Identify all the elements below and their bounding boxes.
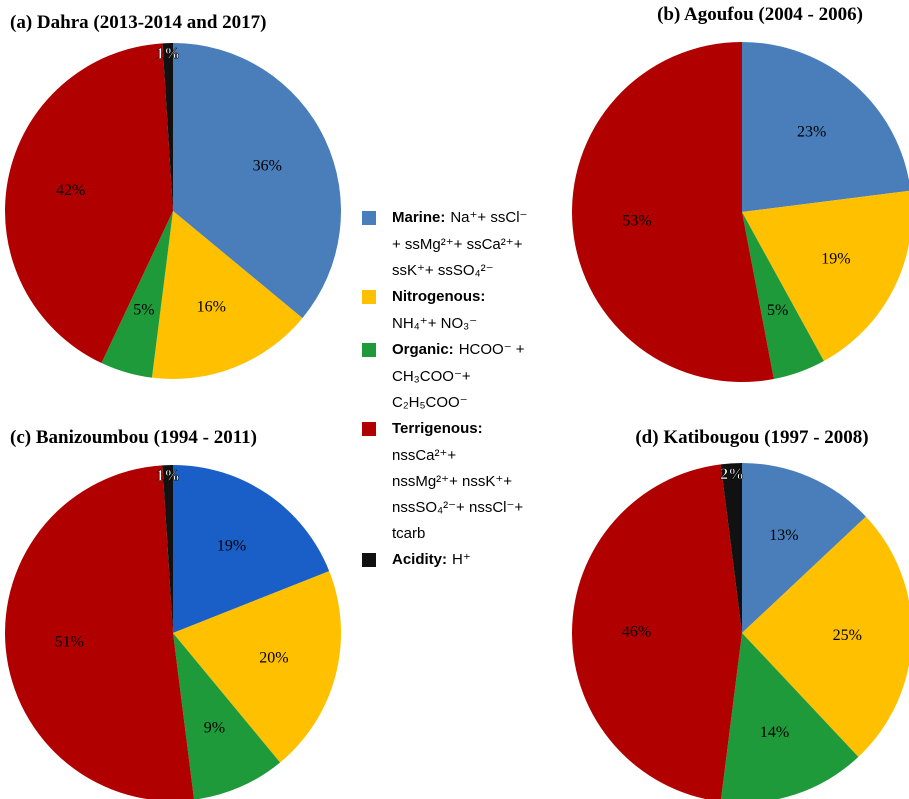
- data-label: 5%: [767, 302, 788, 319]
- pie-slice: [173, 43, 341, 319]
- legend-name: Terrigenous:: [392, 420, 483, 437]
- pie-slice: [742, 190, 909, 361]
- legend-line: C₂H₅COO⁻: [392, 394, 468, 411]
- pie-slice: [742, 212, 824, 379]
- legend-text: Na⁺+ ssCl⁻: [450, 209, 527, 226]
- data-label: 16%: [197, 299, 226, 316]
- data-label: 42%: [56, 182, 85, 199]
- pie-slice: [173, 571, 341, 763]
- data-label: 9%: [204, 719, 225, 736]
- legend-name: Nitrogenous:: [392, 288, 485, 305]
- pie-slice: [742, 516, 909, 757]
- legend-line: CH₃COO⁻+: [392, 368, 471, 385]
- pie-slice: [742, 42, 909, 212]
- pie-slice: [151, 211, 303, 379]
- data-label: 53%: [622, 213, 651, 230]
- legend-swatch: [362, 211, 376, 225]
- data-label: 51%: [55, 633, 84, 650]
- legend-line: nssSO₄²⁻+ nssCl⁻+: [392, 499, 523, 516]
- data-label: 1%: [156, 46, 180, 63]
- data-label: 23%: [797, 124, 826, 141]
- legend-name: Organic:: [392, 341, 454, 358]
- pie-slice: [572, 464, 742, 799]
- legend-entry: Marine: Na⁺+ ssCl⁻: [392, 209, 527, 226]
- legend-swatch: [362, 290, 376, 304]
- data-label: 46%: [622, 624, 651, 641]
- data-label: 25%: [833, 627, 862, 644]
- data-label: 19%: [821, 251, 850, 268]
- legend-text: H⁺: [452, 551, 471, 568]
- pie-slice: [162, 43, 173, 211]
- legend-text: HCOO⁻ +: [459, 341, 525, 358]
- legend-line: + ssMg²⁺+ ssCa²⁺+: [392, 236, 523, 253]
- data-label: 36%: [253, 157, 282, 174]
- pie-slice: [173, 465, 330, 633]
- legend-name: Marine:: [392, 209, 445, 226]
- pie-slice: [5, 465, 194, 799]
- pie-slice: [721, 633, 859, 799]
- legend-line: ssK⁺+ ssSO₄²⁻: [392, 262, 494, 279]
- chart-title: (c) Banizoumbou (1994 - 2011): [10, 427, 257, 448]
- data-label: 1%: [156, 468, 180, 485]
- legend-entry: Organic: HCOO⁻ +: [392, 341, 525, 358]
- legend-line: nssMg²⁺+ nssK⁺+: [392, 473, 512, 490]
- data-label: 19%: [217, 538, 246, 555]
- data-label: 20%: [259, 650, 288, 667]
- legend-name: Acidity:: [392, 551, 447, 568]
- pie-slice: [742, 463, 866, 633]
- chart-title: (d) Katibougou (1997 - 2008): [635, 427, 868, 448]
- chart-title: (b) Agoufou (2004 - 2006): [657, 4, 863, 25]
- data-label: 2%: [720, 466, 744, 483]
- legend-entry: Terrigenous:: [392, 420, 483, 437]
- pie-slice: [572, 42, 774, 383]
- legend-line: NH₄⁺+ NO₃⁻: [392, 315, 477, 332]
- pie-slice: [720, 463, 742, 633]
- legend-line: nssCa²⁺+: [392, 447, 456, 464]
- legend-entry: Acidity: H⁺: [392, 551, 471, 568]
- legend-swatch: [362, 553, 376, 567]
- legend-swatch: [362, 422, 376, 436]
- data-label: 14%: [760, 724, 789, 741]
- pie-slice: [162, 465, 173, 633]
- legend-swatch: [362, 343, 376, 357]
- legend-line: tcarb: [392, 525, 425, 542]
- pie-slice: [173, 633, 281, 799]
- data-label: 5%: [133, 302, 154, 319]
- pie-slice: [5, 43, 174, 364]
- legend-entry: Nitrogenous:: [392, 288, 485, 305]
- data-label: 13%: [769, 527, 798, 544]
- chart-title: (a) Dahra (2013-2014 and 2017): [10, 12, 267, 33]
- pie-slice: [101, 211, 173, 378]
